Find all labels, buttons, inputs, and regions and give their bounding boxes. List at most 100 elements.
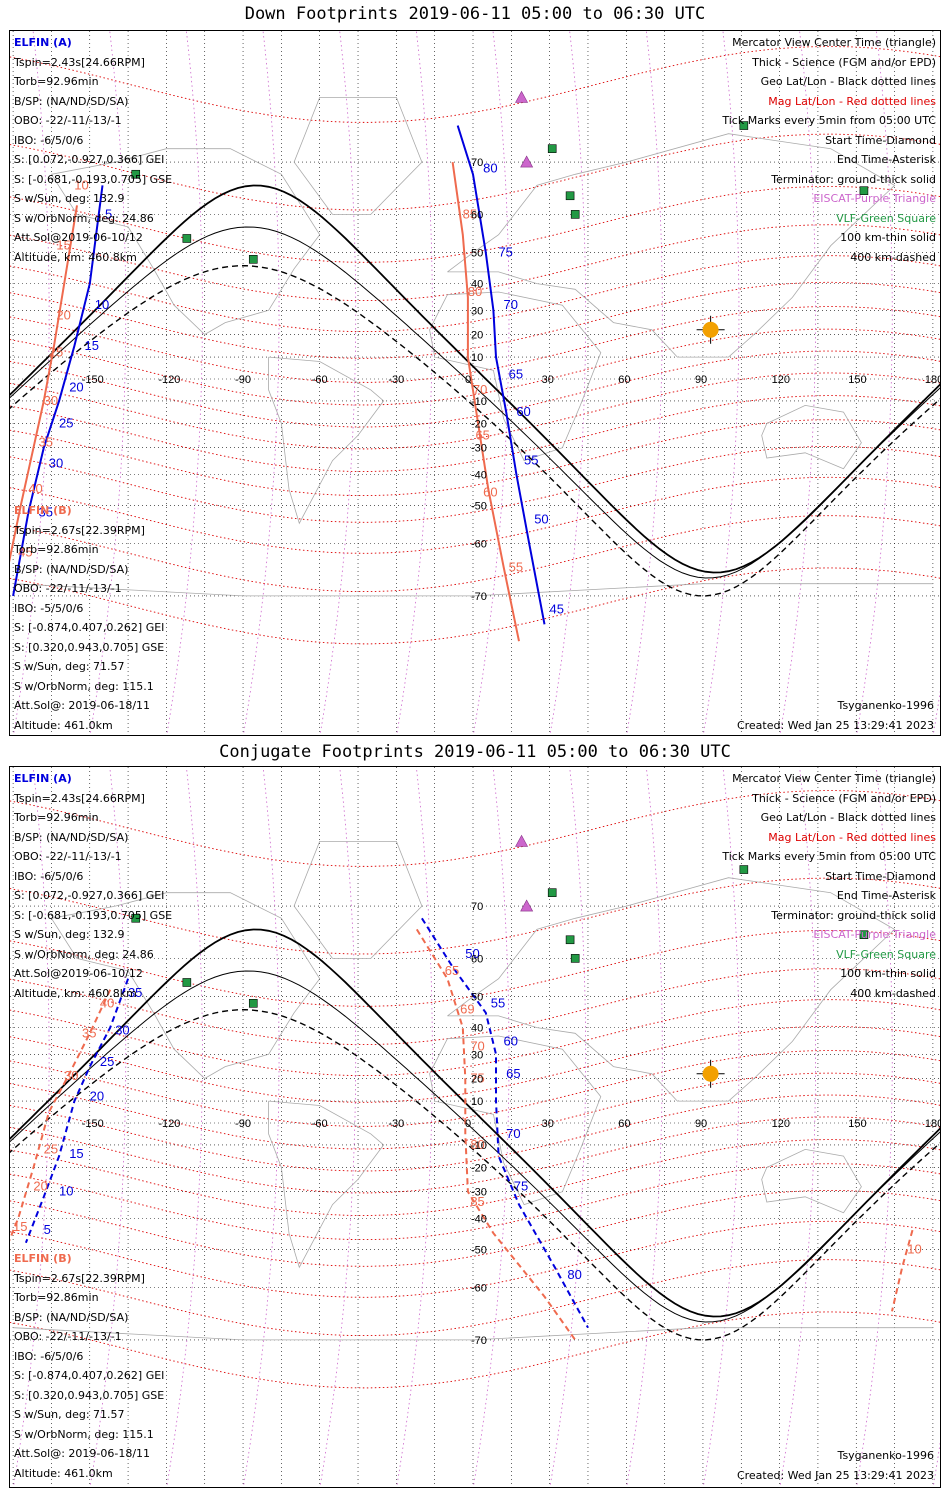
elfin-b-tick-label: 70: [470, 1039, 484, 1054]
vlf-station-square: [570, 954, 580, 963]
elfin-b-lines: Tspin=2.67s[22.39RPM] Torb=92.86min B/SP: …: [14, 1269, 164, 1484]
lat-tick-label: -50: [471, 1244, 487, 1256]
elfin-b-track-east: [451, 161, 520, 642]
mag-lat-line: [10, 306, 940, 383]
lat-tick-label: 70: [471, 901, 483, 913]
mag-lat-line: [10, 968, 940, 1046]
mag-lat-line: [10, 515, 940, 593]
elfin-b-info-line: B/SP: (NA/ND/SD/SA): [14, 562, 129, 576]
lat-tick-label: -50: [471, 500, 487, 512]
elfin-b-tick-label: 65: [475, 427, 489, 442]
terminator-100km: [10, 970, 940, 1323]
elfin-a-tick-label: 70: [506, 1126, 520, 1141]
vlf-station-square: [547, 144, 557, 153]
elfin-a-tick-label: 10: [95, 297, 109, 312]
legend: Mercator View Center Time (triangle) Thic…: [722, 33, 936, 267]
mag-lat-line: [10, 1189, 940, 1267]
elfin-b-tick-label: 35: [82, 1025, 96, 1040]
elfin-a-tick-label: 15: [85, 338, 99, 353]
elfin-b-track-far: [891, 1229, 914, 1312]
lon-tick-label: 150: [848, 1118, 866, 1130]
elfin-a-info-line: S: [-0.681,-0.193,0.705] GSE: [14, 908, 173, 922]
mag-lat-line: [10, 281, 940, 359]
mag-lat-line: [10, 1139, 940, 1216]
vlf-station-square: [182, 978, 192, 987]
continent-outline: [761, 1148, 862, 1214]
legend-item: 100 km-thin solid: [840, 967, 936, 980]
elfin-a-tick-label: 20: [69, 380, 83, 395]
mag-lon-line: [166, 767, 203, 1487]
created-label: Created: Wed Jan 25 13:29:41 2023: [736, 719, 934, 732]
vlf-station-square: [859, 930, 869, 939]
lat-tick-label: -70: [471, 591, 487, 603]
mag-lon-line: [549, 31, 587, 735]
lon-tick-label: 180: [925, 374, 941, 386]
lon-tick-label: 120: [772, 374, 790, 386]
elfin-a-info-line: OBO: -22/-11/-13/-1: [14, 114, 122, 127]
elfin-a-info-line: Torb=92.96min: [14, 811, 99, 824]
elfin-b-info-line: OBO: -22/-11/-13/-1: [14, 1330, 122, 1343]
continent-outline: [447, 133, 896, 358]
elfin-b-tick-label: 30: [44, 393, 58, 408]
elfin-a-info-line: S: [-0.681,-0.193,0.705] GSE: [14, 172, 173, 186]
mag-lon-line: [472, 31, 510, 735]
legend-item: Terminator: ground-thick solid: [771, 172, 936, 186]
continent-outline: [51, 892, 321, 1079]
elfin-a-info-line: Altitude, km: 460.8km: [14, 986, 137, 1000]
mag-lat-line: [10, 1220, 940, 1298]
lat-tick-label: 40: [471, 1023, 483, 1035]
lat-tick-label: -10: [471, 1140, 487, 1152]
elfin-a-tick-label: 60: [516, 404, 530, 419]
legend-item: Mag Lat/Lon - Red dotted lines: [768, 94, 936, 108]
created-label: Created: Wed Jan 25 13:29:41 2023: [736, 1469, 934, 1482]
lon-tick-label: -90: [235, 374, 251, 386]
elfin-b-tick-label: 85: [463, 206, 477, 221]
lon-tick-label: -60: [312, 1118, 328, 1130]
down-footprints-map: 5 10 15 20 25 30 35 80 75 70 65 60 55 50 45 10 15 20 25 30 3…: [9, 30, 941, 736]
elfin-b-tick-label: 40: [100, 995, 114, 1010]
elfin-b-tick-label: 35: [39, 435, 53, 450]
sun-icon: [702, 1065, 719, 1082]
vlf-station-square: [547, 888, 557, 897]
elfin-a-tick-label: 80: [483, 160, 497, 175]
elfin-a-info-line: Att.Sol@2019-06-10/12: [14, 967, 143, 980]
elfin-b-tick-label: 10: [74, 177, 88, 192]
lat-tick-label: -60: [471, 1283, 487, 1295]
legend-item: Start Time-Diamond: [825, 869, 936, 883]
mag-lon-line: [166, 31, 203, 735]
coastlines: [13, 97, 933, 597]
elfin-a-tick-label: 10: [59, 1184, 73, 1199]
elfin-a-track-west: [12, 185, 104, 597]
elfin-b-info-line: Tspin=2.67s[22.39RPM]: [14, 1271, 145, 1285]
eiscat-triangle: [515, 90, 529, 103]
lat-tick-label: 30: [471, 305, 483, 317]
legend-item: VLF-Green Square: [836, 947, 936, 961]
mag-lat-line: [10, 185, 940, 263]
elfin-a-track-east: [456, 125, 546, 625]
elfin-a-tick-label: 55: [491, 995, 505, 1010]
lon-tick-label: 150: [848, 374, 866, 386]
mag-lat-line: [10, 224, 940, 302]
vlf-station-square: [859, 186, 869, 195]
elfin-b-tick-label: 80: [468, 284, 482, 299]
lat-tick-label: -70: [471, 1335, 487, 1347]
elfin-b-tick-label: 10: [907, 1241, 921, 1256]
continent-outline: [268, 1100, 385, 1269]
mag-lon-line: [242, 31, 280, 735]
elfin-a-tick-label: 25: [59, 416, 73, 431]
elfin-a-tick-label: 30: [49, 455, 63, 470]
elfin-b-tick-label: 25: [49, 345, 63, 360]
legend-item: Start Time-Diamond: [825, 133, 936, 147]
legend-item: Tick Marks every 5min from 05:00 UTC: [722, 114, 936, 127]
map-canvas: 35 30 25 20 15 10 5 50 55 60 65 70 75 80 40 35 30 25 20 15 6…: [10, 767, 940, 1487]
elfin-b-info-line: S w/OrbNorm, deg: 115.1: [14, 1427, 154, 1441]
legend-item: Mercator View Center Time (triangle): [732, 772, 936, 785]
elfin-b-tick-label: 70: [473, 382, 487, 397]
elfin-b-tick-label: 85: [470, 1194, 484, 1209]
lat-tick-label: 20: [471, 1073, 483, 1085]
legend-item: Thick - Science (FGM and/or EPD): [752, 791, 936, 805]
lat-tick-label: 60: [471, 209, 483, 221]
lat-tick-label: 40: [471, 279, 483, 291]
elfin-b-info-line: Torb=92.86min: [14, 543, 99, 556]
lat-tick-label: 10: [471, 1096, 483, 1108]
